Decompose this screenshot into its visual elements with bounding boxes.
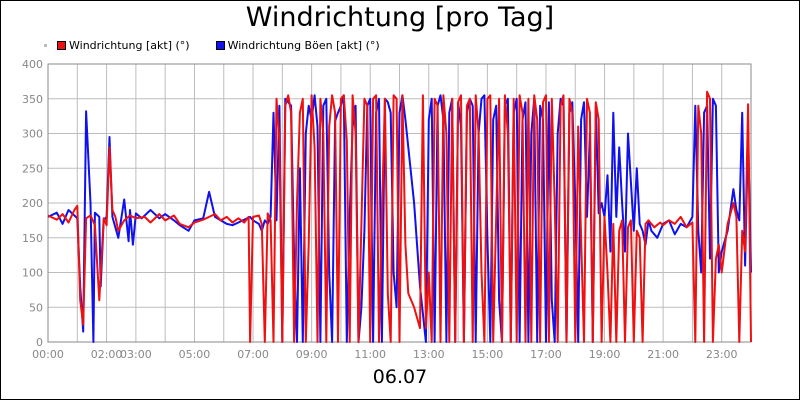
x-tick-label: 00:00 <box>32 348 64 361</box>
y-tick-label: 300 <box>22 128 43 141</box>
x-tick-label: 11:00 <box>354 348 386 361</box>
legend-swatch-series1 <box>57 40 66 50</box>
chart-legend: Windrichtung [akt] (°) Windrichtung Böen… <box>44 38 406 52</box>
y-tick-label: 50 <box>29 301 43 314</box>
x-tick-label: 21:00 <box>647 348 679 361</box>
x-tick-label: 15:00 <box>472 348 504 361</box>
y-tick-label: 200 <box>22 197 43 210</box>
y-tick-label: 150 <box>22 232 43 245</box>
x-tick-label: 03:00 <box>120 348 152 361</box>
chart-title: Windrichtung [pro Tag] <box>245 2 555 33</box>
legend-label-series2: Windrichtung Böen [akt] (°) <box>227 38 380 52</box>
series-line-2 <box>47 94 752 343</box>
legend-marker-dot <box>44 43 47 47</box>
y-tick-label: 100 <box>22 267 43 280</box>
legend-item-series2: Windrichtung Böen [akt] (°) <box>215 38 380 52</box>
y-tick-label: 250 <box>22 162 43 175</box>
x-tick-label: 02:00 <box>91 348 123 361</box>
legend-item-series1: Windrichtung [akt] (°) <box>57 39 190 52</box>
legend-label-series1: Windrichtung [akt] (°) <box>69 38 190 52</box>
x-tick-label: 13:00 <box>413 348 445 361</box>
x-tick-label: 19:00 <box>589 348 621 361</box>
x-tick-label: 23:00 <box>706 348 738 361</box>
legend-swatch-series2 <box>215 40 225 50</box>
series-line-1 <box>47 90 752 343</box>
y-tick-label: 350 <box>22 93 43 106</box>
x-axis-caption: 06.07 <box>372 366 428 388</box>
y-tick-label: 400 <box>22 58 43 71</box>
x-tick-label: 17:00 <box>530 348 562 361</box>
y-tick-label: 0 <box>36 336 43 349</box>
x-tick-label: 07:00 <box>237 348 269 361</box>
x-tick-label: 05:00 <box>179 348 211 361</box>
x-tick-label: 09:00 <box>296 348 328 361</box>
